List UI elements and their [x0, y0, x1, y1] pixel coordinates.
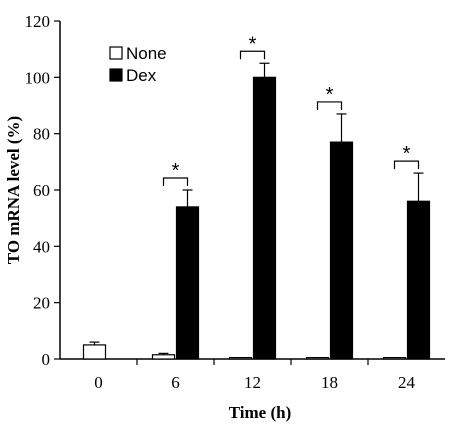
bar-none	[305, 356, 330, 360]
x-tick-label: 0	[94, 373, 103, 392]
x-axis-ticks: 0 6 12 18 24	[94, 359, 416, 392]
y-tick-label: 20	[33, 294, 50, 313]
significance-bracket	[162, 177, 189, 186]
bar-none	[82, 344, 107, 360]
x-axis-title: Time (h)	[229, 403, 292, 422]
significance-star: *	[403, 143, 411, 165]
x-tick-label: 6	[171, 373, 180, 392]
legend: None Dex	[109, 44, 167, 85]
legend-label-none: None	[126, 44, 167, 63]
y-tick-label: 0	[42, 350, 51, 369]
x-tick-label: 18	[321, 373, 338, 392]
y-axis-title: TO mRNA level (%)	[4, 116, 23, 264]
bar-none	[228, 356, 253, 360]
significance-star: *	[249, 33, 257, 55]
significance-star: *	[172, 160, 180, 182]
bar-dex	[175, 206, 200, 360]
bars-group	[82, 62, 431, 360]
significance-bracket	[239, 50, 266, 60]
bar-none	[151, 354, 176, 360]
y-axis-ticks: 0 20 40 60 80 100 120	[25, 12, 60, 369]
y-tick-label: 40	[33, 237, 50, 256]
y-tick-label: 120	[25, 12, 51, 31]
y-tick-label: 80	[33, 125, 50, 144]
x-tick-label: 12	[244, 373, 261, 392]
bar-dex	[329, 141, 354, 360]
legend-swatch-none	[109, 46, 123, 60]
y-tick-label: 60	[33, 181, 50, 200]
legend-label-dex: Dex	[126, 66, 157, 85]
significance-bracket	[393, 160, 420, 170]
x-tick-label: 24	[398, 373, 416, 392]
legend-swatch-dex	[109, 68, 123, 82]
y-tick-label: 100	[25, 68, 51, 87]
bar-dex	[252, 76, 277, 360]
bar-dex	[406, 200, 431, 360]
bar-none	[382, 356, 407, 360]
significance-star: *	[326, 84, 334, 106]
significance-bracket	[316, 101, 343, 110]
significance-brackets: * * * *	[162, 33, 420, 186]
